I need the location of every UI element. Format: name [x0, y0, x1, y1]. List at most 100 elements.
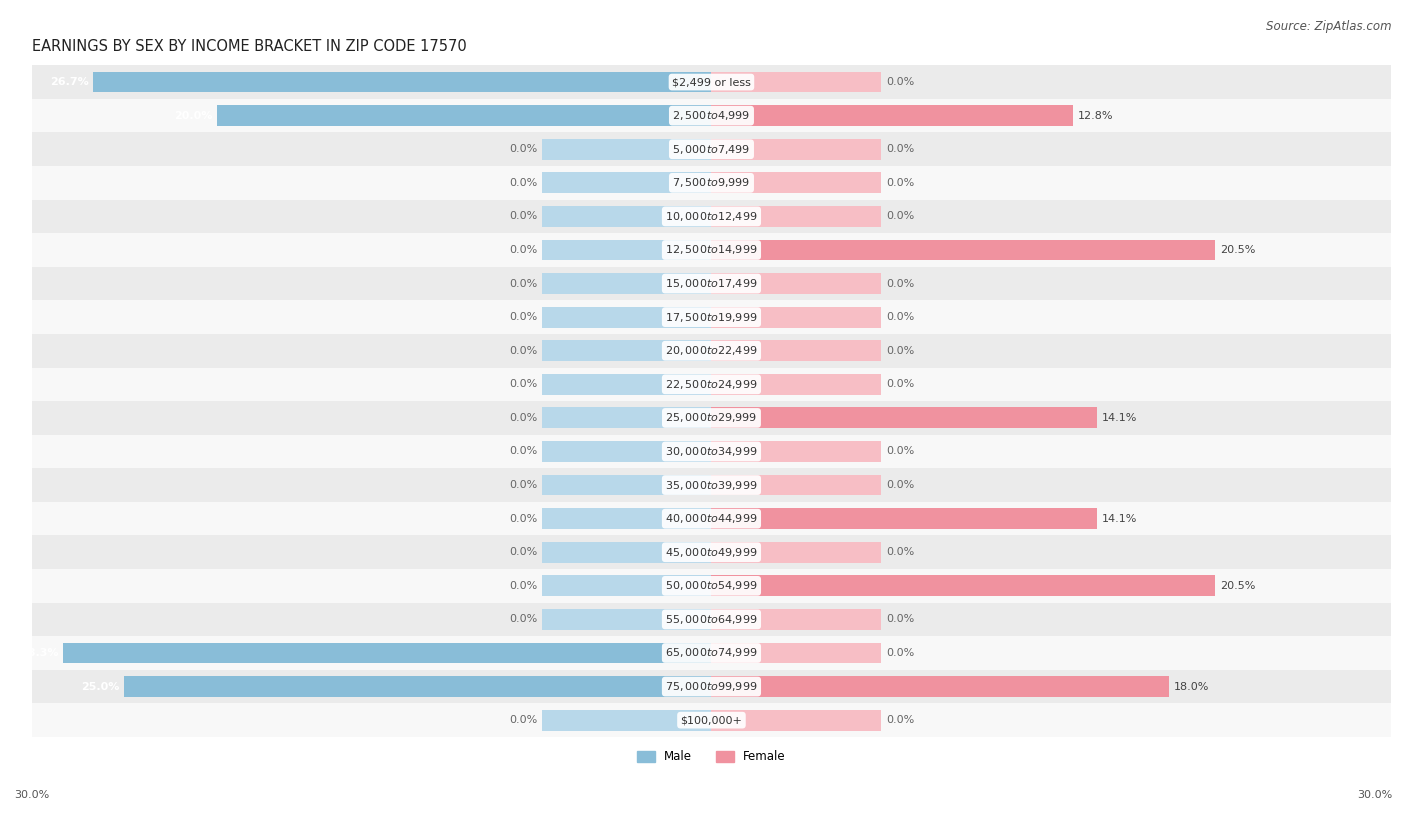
Text: 14.1%: 14.1% — [1101, 413, 1137, 423]
Bar — [711, 72, 882, 93]
Bar — [93, 72, 711, 93]
Bar — [711, 710, 882, 731]
Bar — [711, 541, 882, 563]
Bar — [711, 642, 882, 663]
Bar — [711, 475, 882, 495]
Text: 0.0%: 0.0% — [886, 77, 914, 87]
Bar — [541, 139, 711, 159]
Text: $25,000 to $29,999: $25,000 to $29,999 — [665, 411, 758, 424]
Bar — [124, 676, 711, 697]
Text: $45,000 to $49,999: $45,000 to $49,999 — [665, 546, 758, 559]
Bar — [32, 133, 1391, 166]
Bar — [541, 576, 711, 596]
Text: $35,000 to $39,999: $35,000 to $39,999 — [665, 479, 758, 492]
Bar — [711, 508, 1097, 529]
Text: $7,500 to $9,999: $7,500 to $9,999 — [672, 176, 751, 189]
Text: 0.0%: 0.0% — [886, 615, 914, 624]
Text: $40,000 to $44,999: $40,000 to $44,999 — [665, 512, 758, 525]
Bar — [32, 637, 1391, 670]
Text: 0.0%: 0.0% — [509, 580, 537, 591]
Bar — [541, 240, 711, 260]
Text: $55,000 to $64,999: $55,000 to $64,999 — [665, 613, 758, 626]
Text: 0.0%: 0.0% — [509, 446, 537, 456]
Bar — [32, 99, 1391, 133]
Bar — [32, 602, 1391, 637]
Text: 0.0%: 0.0% — [509, 547, 537, 557]
Text: 0.0%: 0.0% — [509, 144, 537, 154]
Text: 0.0%: 0.0% — [509, 514, 537, 524]
Text: 0.0%: 0.0% — [886, 346, 914, 356]
Bar — [711, 407, 1097, 428]
Bar — [32, 334, 1391, 367]
Text: 30.0%: 30.0% — [1357, 790, 1392, 800]
Bar — [711, 172, 882, 193]
Bar — [32, 300, 1391, 334]
Text: 14.1%: 14.1% — [1101, 514, 1137, 524]
Text: $30,000 to $34,999: $30,000 to $34,999 — [665, 445, 758, 458]
Text: 0.0%: 0.0% — [509, 312, 537, 322]
Bar — [711, 206, 882, 227]
Bar — [541, 341, 711, 361]
Text: 0.0%: 0.0% — [509, 615, 537, 624]
Text: 20.0%: 20.0% — [174, 111, 212, 120]
Bar — [711, 341, 882, 361]
Bar — [32, 233, 1391, 267]
Text: Source: ZipAtlas.com: Source: ZipAtlas.com — [1267, 20, 1392, 33]
Bar — [32, 502, 1391, 536]
Bar — [32, 267, 1391, 300]
Text: $20,000 to $22,499: $20,000 to $22,499 — [665, 344, 758, 357]
Bar — [541, 374, 711, 395]
Bar — [541, 508, 711, 529]
Bar — [541, 609, 711, 630]
Text: 0.0%: 0.0% — [886, 178, 914, 188]
Text: 0.0%: 0.0% — [886, 312, 914, 322]
Text: 30.0%: 30.0% — [14, 790, 49, 800]
Bar — [711, 676, 1168, 697]
Bar — [541, 710, 711, 731]
Text: EARNINGS BY SEX BY INCOME BRACKET IN ZIP CODE 17570: EARNINGS BY SEX BY INCOME BRACKET IN ZIP… — [32, 39, 467, 54]
Bar — [63, 642, 711, 663]
Bar — [711, 576, 1215, 596]
Text: $15,000 to $17,499: $15,000 to $17,499 — [665, 277, 758, 290]
Text: 25.0%: 25.0% — [82, 681, 120, 692]
Bar — [711, 374, 882, 395]
Text: 0.0%: 0.0% — [886, 547, 914, 557]
Bar — [32, 703, 1391, 737]
Bar — [711, 139, 882, 159]
Bar — [711, 609, 882, 630]
Bar — [32, 435, 1391, 468]
Bar — [32, 200, 1391, 233]
Bar — [217, 105, 711, 126]
Legend: Male, Female: Male, Female — [633, 746, 790, 768]
Text: 0.0%: 0.0% — [886, 446, 914, 456]
Bar — [541, 307, 711, 328]
Bar — [711, 307, 882, 328]
Text: $2,499 or less: $2,499 or less — [672, 77, 751, 87]
Bar — [32, 670, 1391, 703]
Bar — [541, 206, 711, 227]
Bar — [711, 105, 1073, 126]
Text: 20.5%: 20.5% — [1220, 245, 1256, 255]
Text: 26.7%: 26.7% — [49, 77, 89, 87]
Text: $22,500 to $24,999: $22,500 to $24,999 — [665, 378, 758, 391]
Text: 0.0%: 0.0% — [509, 178, 537, 188]
Text: 0.0%: 0.0% — [509, 211, 537, 221]
Text: $2,500 to $4,999: $2,500 to $4,999 — [672, 109, 751, 122]
Text: 0.0%: 0.0% — [509, 380, 537, 389]
Text: $75,000 to $99,999: $75,000 to $99,999 — [665, 680, 758, 693]
Text: $17,500 to $19,999: $17,500 to $19,999 — [665, 311, 758, 324]
Text: $65,000 to $74,999: $65,000 to $74,999 — [665, 646, 758, 659]
Bar — [711, 273, 882, 294]
Bar — [541, 475, 711, 495]
Text: 0.0%: 0.0% — [509, 413, 537, 423]
Text: 0.0%: 0.0% — [509, 480, 537, 490]
Bar — [711, 441, 882, 462]
Text: $5,000 to $7,499: $5,000 to $7,499 — [672, 143, 751, 156]
Text: 0.0%: 0.0% — [509, 245, 537, 255]
Bar — [711, 240, 1215, 260]
Bar — [32, 569, 1391, 602]
Text: 0.0%: 0.0% — [886, 480, 914, 490]
Bar — [541, 273, 711, 294]
Bar — [541, 441, 711, 462]
Text: 0.0%: 0.0% — [886, 279, 914, 289]
